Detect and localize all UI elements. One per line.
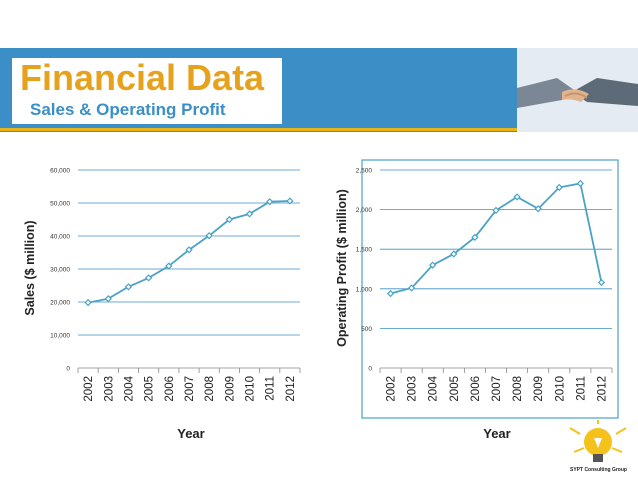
data-point	[471, 233, 479, 241]
x-tick-label: 2005	[449, 376, 461, 402]
data-point	[266, 198, 274, 206]
x-tick-label: 2007	[184, 376, 196, 402]
y-tick-label: 50,000	[50, 201, 70, 208]
x-tick-label: 2010	[245, 376, 257, 402]
lightbulb-icon	[569, 420, 627, 462]
page-subtitle: Sales & Operating Profit	[30, 100, 226, 119]
data-point	[386, 289, 395, 298]
data-point	[450, 250, 458, 258]
logo-text: SYPT Consulting Group	[570, 467, 627, 473]
y-axis-title: Sales ($ million)	[23, 220, 37, 315]
x-tick-label: 2007	[491, 376, 503, 402]
page-title: Financial Data	[20, 57, 265, 98]
data-point	[225, 215, 234, 224]
x-axis-title: Year	[177, 426, 204, 441]
x-tick-label: 2010	[554, 376, 566, 402]
y-tick-label: 20,000	[50, 300, 70, 307]
data-point	[104, 295, 112, 303]
y-tick-label: 1,500	[356, 247, 373, 254]
data-point	[144, 274, 153, 282]
series-line	[390, 182, 603, 295]
y-tick-label: 500	[361, 326, 372, 333]
data-point	[245, 210, 254, 218]
data-point	[286, 197, 294, 205]
y-tick-label: 1,000	[356, 286, 373, 293]
y-tick-label: 30,000	[50, 267, 70, 274]
x-tick-label: 2011	[265, 376, 277, 401]
x-tick-label: 2003	[407, 376, 419, 402]
data-point	[555, 183, 563, 192]
y-tick-label: 40,000	[50, 234, 70, 241]
data-point	[205, 232, 213, 240]
x-tick-label: 2006	[470, 376, 482, 402]
y-tick-label: 0	[66, 366, 70, 373]
y-tick-label: 2,500	[356, 168, 373, 175]
data-point	[84, 299, 92, 307]
x-tick-label: 2012	[285, 376, 297, 402]
x-tick-label: 2002	[83, 376, 95, 402]
x-tick-label: 2011	[575, 376, 587, 401]
data-point	[597, 278, 606, 287]
x-tick-label: 2003	[103, 376, 115, 402]
data-point	[534, 205, 542, 213]
y-tick-label: 60,000	[50, 168, 70, 175]
x-tick-label: 2009	[533, 376, 545, 402]
data-point	[185, 246, 193, 254]
data-point	[407, 284, 416, 292]
data-point	[513, 193, 521, 201]
x-tick-label: 2009	[224, 376, 236, 402]
data-point	[165, 262, 173, 270]
data-point	[124, 283, 133, 291]
header-accent-line	[0, 128, 638, 131]
y-tick-label: 10,000	[50, 333, 70, 340]
y-axis-title: Operating Profit ($ million)	[335, 189, 349, 347]
chart-frame	[361, 159, 619, 419]
handshake-icon	[517, 48, 638, 132]
x-tick-label: 2004	[123, 375, 135, 401]
x-tick-label: 2008	[512, 376, 524, 402]
data-point	[576, 179, 585, 188]
x-tick-label: 2012	[596, 376, 608, 402]
x-tick-label: 2006	[164, 376, 176, 402]
company-logo	[560, 420, 630, 475]
handshake-photo	[517, 48, 638, 132]
x-tick-label: 2005	[144, 376, 156, 402]
y-tick-label: 0	[368, 366, 372, 373]
x-tick-label: 2008	[204, 376, 216, 402]
title-box	[12, 58, 282, 124]
data-point	[429, 261, 437, 269]
x-axis-title: Year	[483, 426, 510, 441]
x-tick-label: 2004	[428, 375, 440, 401]
y-tick-label: 2,000	[356, 207, 373, 214]
x-tick-label: 2002	[386, 376, 398, 402]
data-point	[492, 206, 500, 215]
